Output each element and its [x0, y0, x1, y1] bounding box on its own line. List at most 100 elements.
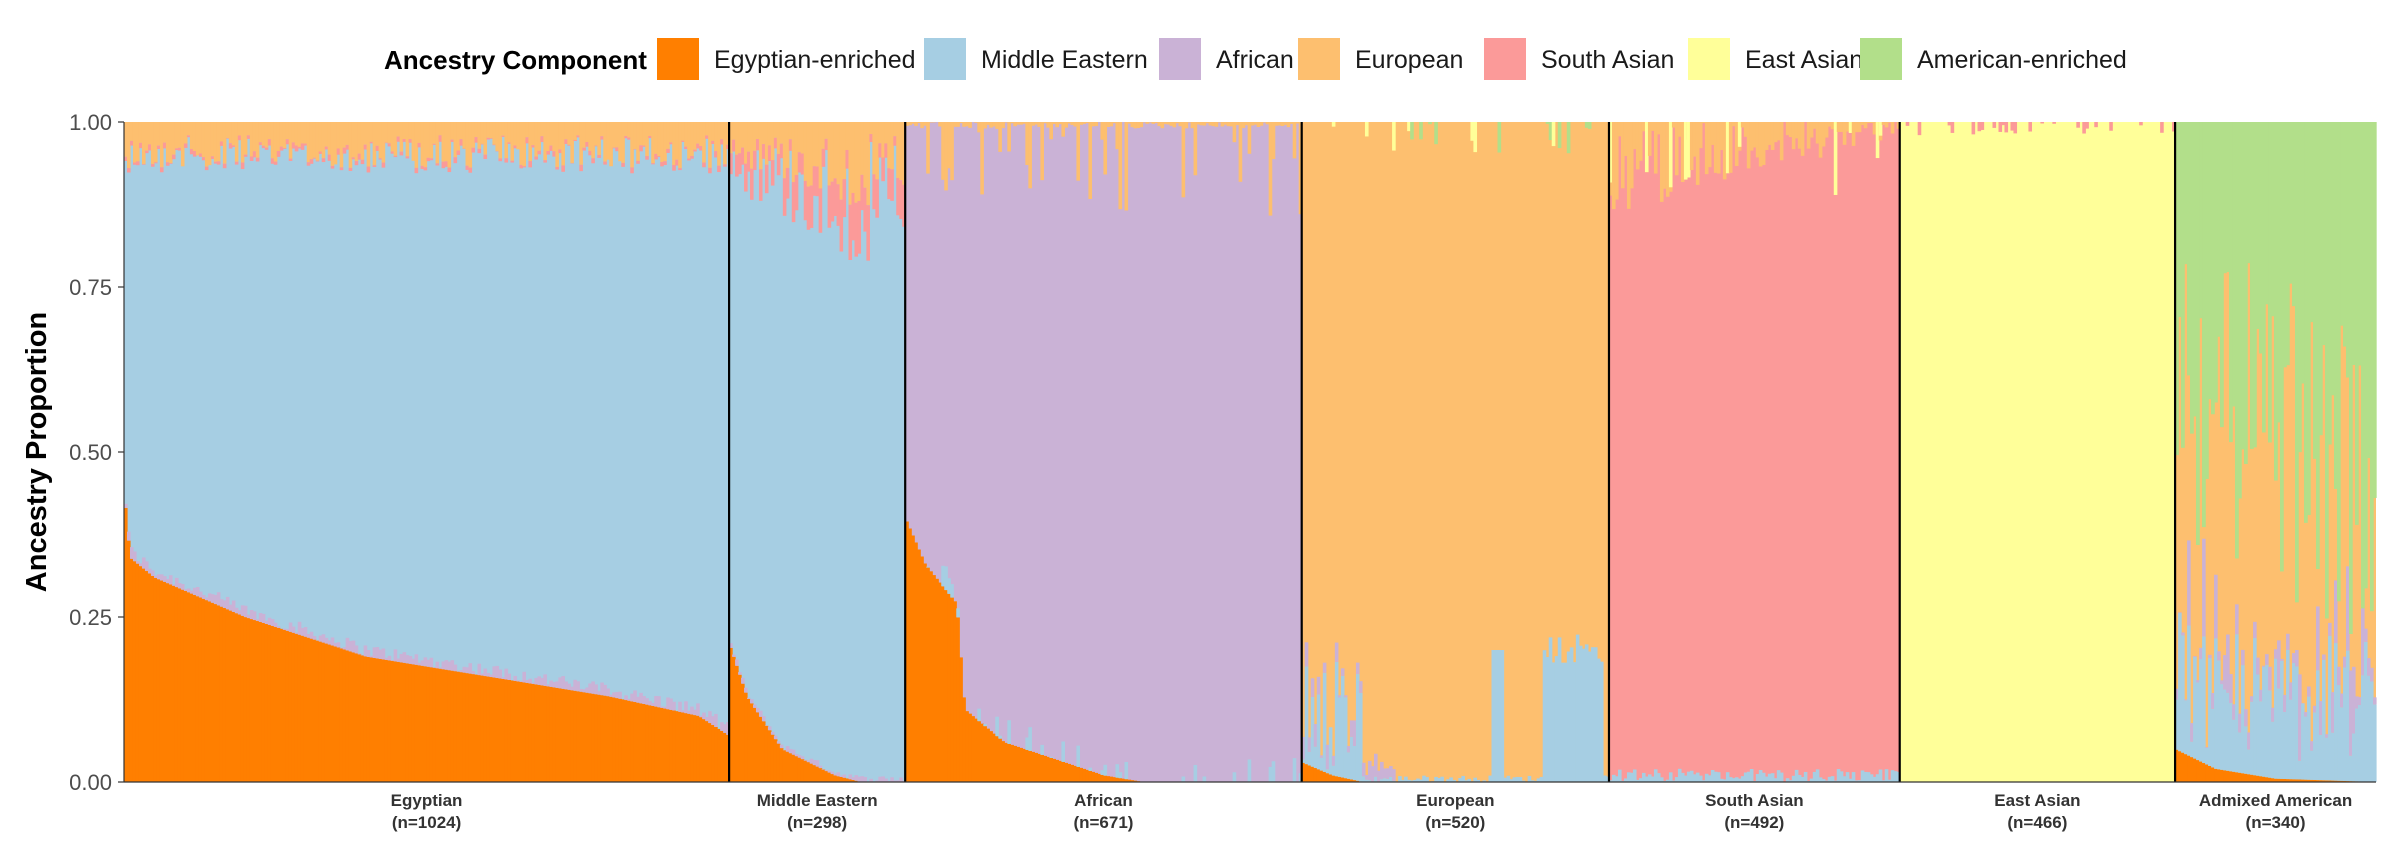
- admixture-stripe: [129, 140, 134, 146]
- group-african: [905, 122, 1303, 782]
- admixture-stripe: [803, 760, 808, 782]
- admixture-stripe: [1665, 122, 1670, 197]
- admixture-stripe: [1163, 122, 1168, 125]
- admixture-stripe: [747, 697, 751, 699]
- admixture-stripe: [513, 680, 518, 782]
- admixture-stripe: [408, 656, 413, 664]
- admixture-stripe: [465, 165, 470, 170]
- admixture-stripe: [1364, 774, 1369, 780]
- admixture-stripe: [860, 174, 865, 211]
- admixture-stripe: [887, 122, 891, 169]
- admixture-stripe: [369, 141, 374, 144]
- admixture-stripe: [297, 621, 302, 635]
- admixture-stripe: [2268, 122, 2272, 443]
- admixture-stripe: [935, 578, 939, 782]
- admixture-stripe: [2340, 707, 2344, 781]
- admixture-stripe: [1794, 769, 1799, 782]
- admixture-stripe: [1869, 122, 1874, 123]
- admixture-stripe: [669, 698, 673, 710]
- admixture-stripe: [821, 148, 826, 167]
- admixture-stripe: [2274, 122, 2278, 481]
- admixture-stripe: [243, 154, 248, 157]
- admixture-stripe: [573, 679, 577, 691]
- admixture-stripe: [633, 122, 637, 150]
- admixture-stripe: [735, 154, 739, 177]
- admixture-stripe: [1205, 122, 1210, 124]
- admixture-stripe: [555, 122, 559, 167]
- admixture-stripe: [1301, 736, 1306, 760]
- admixture-stripe: [351, 157, 356, 160]
- admixture-stripe: [1088, 122, 1093, 199]
- admixture-stripe: [681, 712, 685, 782]
- admixture-stripe: [1124, 779, 1129, 782]
- admixture-stripe: [779, 744, 784, 749]
- admixture-stripe: [1812, 771, 1817, 782]
- admixture-stripe: [1836, 122, 1841, 133]
- admixture-stripe: [462, 666, 467, 673]
- admixture-stripe: [372, 657, 377, 782]
- admixture-stripe: [1830, 776, 1835, 782]
- admixture-stripe: [2253, 621, 2257, 639]
- admixture-stripe: [2355, 696, 2359, 709]
- admixture-stripe: [2205, 747, 2209, 765]
- admixture-stripe: [378, 649, 383, 659]
- admixture-stripe: [726, 144, 730, 150]
- admixture-stripe: [456, 122, 461, 151]
- admixture-stripe: [1629, 772, 1634, 782]
- admixture-stripe: [2313, 122, 2317, 459]
- admixture-stripe: [1040, 122, 1044, 181]
- admixture-stripe: [483, 668, 488, 677]
- admixture-stripe: [414, 122, 419, 168]
- admixture-stripe: [330, 645, 335, 782]
- admixture-stripe: [594, 694, 598, 782]
- admixture-stripe: [2244, 773, 2248, 782]
- admixture-stripe: [1716, 772, 1721, 782]
- admixture-stripe: [1785, 778, 1790, 782]
- admixture-stripe: [980, 122, 984, 195]
- admixture-stripe: [851, 777, 856, 780]
- admixture-stripe: [687, 158, 691, 161]
- admixture-stripe: [2241, 773, 2245, 782]
- admixture-stripe: [1307, 765, 1312, 782]
- admixture-stripe: [543, 160, 547, 163]
- admixture-stripe: [609, 696, 613, 782]
- admixture-stripe: [510, 122, 515, 161]
- admixture-stripe: [564, 681, 568, 690]
- admixture-stripe: [1896, 771, 1901, 782]
- admixture-stripe: [1343, 695, 1348, 698]
- admixture-stripe: [818, 188, 823, 233]
- admixture-stripe: [2214, 122, 2218, 403]
- admixture-stripe: [294, 145, 299, 152]
- admixture-stripe: [213, 604, 218, 782]
- admixture-stripe: [1623, 122, 1628, 156]
- admixture-stripe: [1737, 122, 1742, 147]
- admixture-stripe: [462, 122, 467, 149]
- admixture-stripe: [1337, 695, 1342, 698]
- admixture-stripe: [708, 723, 712, 782]
- admixture-stripe: [2283, 122, 2287, 368]
- admixture-stripe: [1322, 672, 1327, 772]
- admixture-stripe: [321, 642, 326, 782]
- dominant-component: [905, 122, 1302, 782]
- admixture-stripe: [330, 122, 335, 166]
- admixture-stripe: [806, 762, 811, 782]
- admixture-stripe: [303, 122, 308, 144]
- admixture-stripe: [1310, 766, 1315, 782]
- admixture-stripe: [1304, 764, 1309, 782]
- admixture-stripe: [779, 143, 784, 159]
- admixture-stripe: [336, 122, 341, 149]
- admixture-stripe: [1340, 668, 1345, 676]
- admixture-stripe: [1118, 772, 1123, 779]
- admixture-stripe: [1331, 755, 1336, 766]
- admixture-stripe: [1100, 122, 1105, 140]
- admixture-stripe: [1139, 122, 1144, 128]
- admixture-stripe: [1551, 662, 1556, 782]
- admixture-stripe: [767, 122, 772, 146]
- admixture-stripe: [1340, 777, 1345, 782]
- admixture-stripe: [1202, 776, 1207, 782]
- admixture-stripe: [1653, 122, 1658, 174]
- admixture-stripe: [489, 677, 494, 782]
- admixture-stripe: [309, 122, 314, 160]
- admixture-stripe: [663, 161, 667, 166]
- admixture-stripe: [651, 122, 655, 164]
